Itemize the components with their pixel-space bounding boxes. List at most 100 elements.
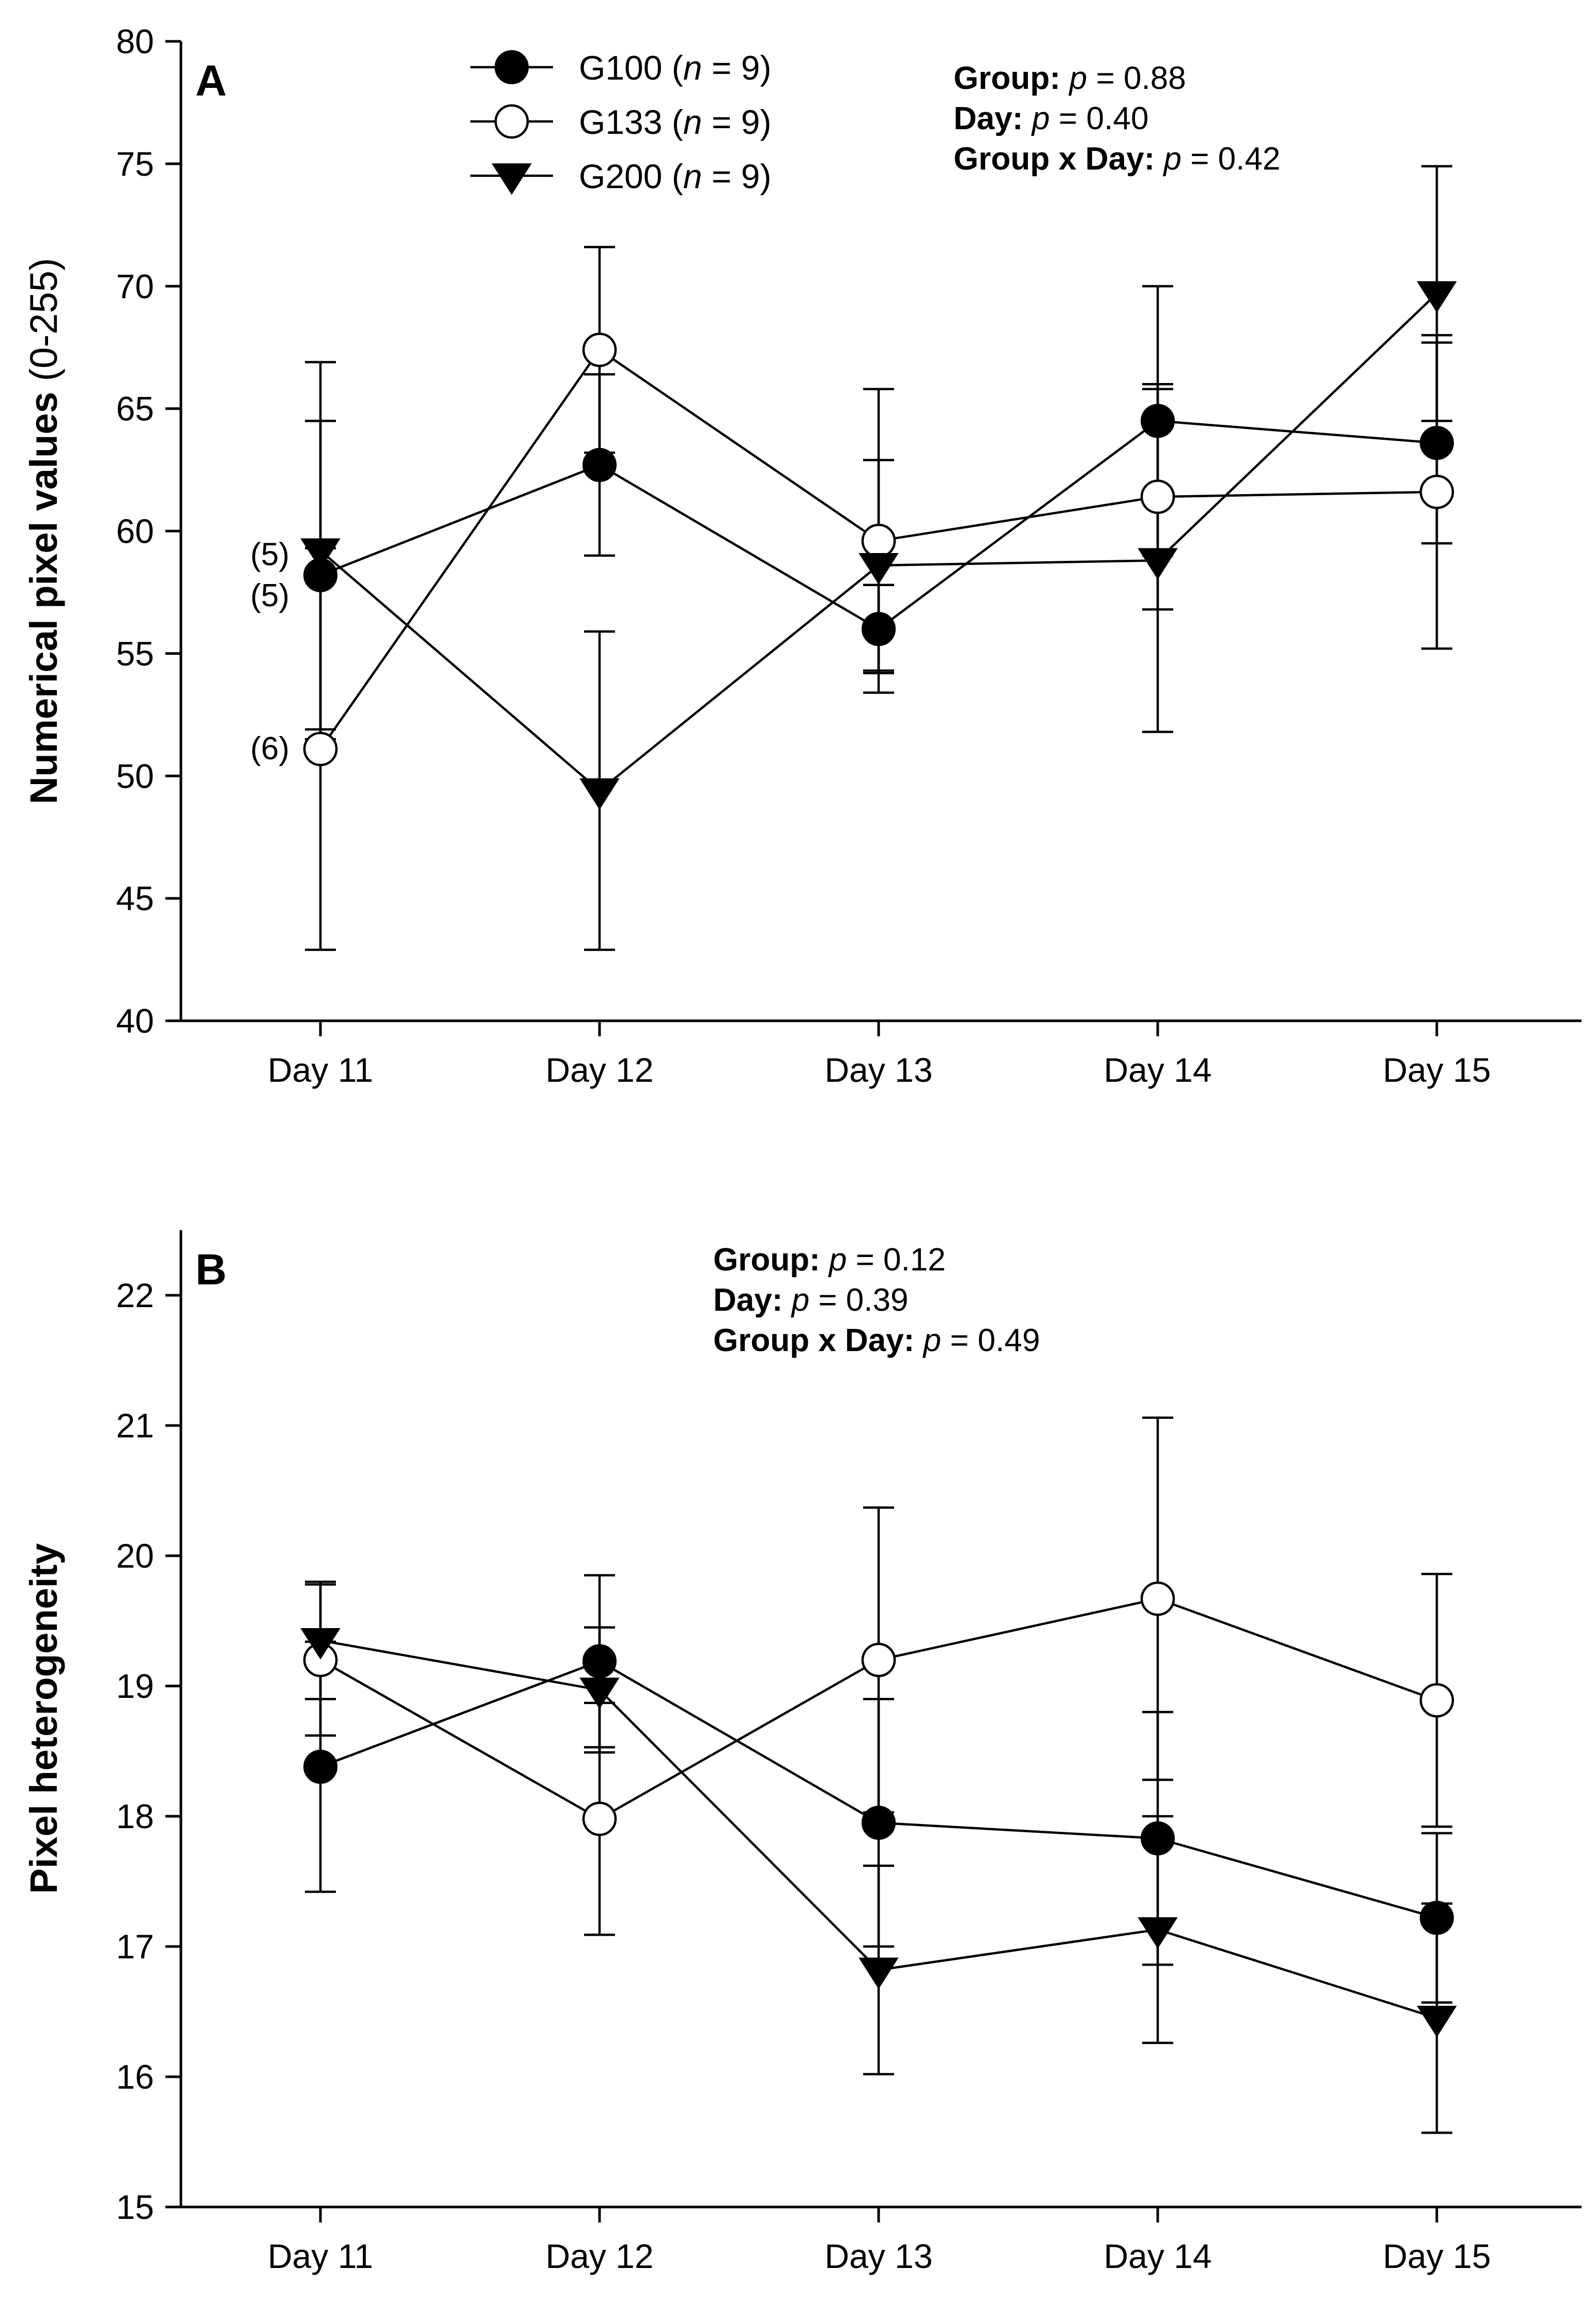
data-point-g133 bbox=[1140, 1581, 1175, 1616]
y-tick-label: 80 bbox=[116, 22, 154, 60]
legend-name: G100 bbox=[579, 49, 662, 87]
y-tick-label: 22 bbox=[116, 1276, 154, 1314]
y-tick-label: 60 bbox=[116, 512, 154, 550]
legend-marker-g200 bbox=[492, 163, 532, 195]
y-tick-label: 15 bbox=[116, 2188, 154, 2226]
legend-label: G100 (n = 9) bbox=[579, 49, 771, 87]
data-point-g200 bbox=[1138, 1917, 1178, 1949]
stats-label: Day: bbox=[713, 1282, 782, 1318]
stats-line: Day: p = 0.39 bbox=[713, 1282, 908, 1318]
data-point-g133 bbox=[1419, 1683, 1454, 1718]
legend-name: G200 bbox=[579, 157, 662, 195]
legend-count: = 9) bbox=[702, 49, 772, 87]
stats-value: = 0.88 bbox=[1087, 60, 1186, 96]
data-point-g133 bbox=[1419, 474, 1454, 509]
stats-space bbox=[1061, 60, 1069, 96]
y-tick-label: 55 bbox=[116, 634, 154, 672]
stats-label: Group x Day: bbox=[954, 141, 1155, 177]
sample-size-annotation: (5) bbox=[250, 578, 289, 614]
legend-paren: ( bbox=[662, 157, 683, 195]
data-point-g100 bbox=[1141, 404, 1175, 438]
stats-label: Group: bbox=[713, 1242, 820, 1278]
panel-letter: B bbox=[195, 1245, 227, 1294]
y-axis-label-main: Pixel heterogeneity bbox=[22, 1543, 65, 1894]
data-point-g100 bbox=[1420, 1900, 1454, 1935]
panel-letter: A bbox=[195, 56, 227, 105]
y-tick-label: 75 bbox=[116, 145, 154, 183]
legend-label: G133 (n = 9) bbox=[579, 103, 771, 141]
x-tick-label: Day 14 bbox=[1103, 2237, 1211, 2275]
data-point-g200 bbox=[300, 538, 341, 570]
stats-space bbox=[782, 1282, 791, 1318]
x-tick-label: Day 13 bbox=[824, 2237, 932, 2275]
data-point-g100 bbox=[1420, 425, 1454, 460]
y-axis-label: Numerical pixel values (0-255) bbox=[22, 258, 65, 804]
stats-line: Group x Day: p = 0.49 bbox=[713, 1323, 1040, 1358]
sample-size-annotation: (5) bbox=[250, 537, 289, 572]
data-point-g100 bbox=[582, 448, 617, 482]
legend-label: G200 (n = 9) bbox=[579, 157, 771, 195]
y-tick-label: 16 bbox=[116, 2058, 154, 2096]
y-axis-label-main: Numerical pixel values bbox=[22, 392, 65, 804]
legend-marker-g133 bbox=[494, 104, 529, 139]
data-point-g200 bbox=[858, 1957, 899, 1989]
stats-line: Day: p = 0.40 bbox=[954, 101, 1148, 136]
legend-n: n bbox=[683, 49, 702, 87]
y-tick-label: 50 bbox=[116, 757, 154, 795]
x-tick-label: Day 11 bbox=[268, 2237, 373, 2275]
data-point-g100 bbox=[582, 1644, 617, 1679]
stats-p: p bbox=[1031, 101, 1050, 136]
stats-label: Day: bbox=[954, 101, 1023, 136]
data-point-g200 bbox=[1417, 2005, 1457, 2037]
stats-line: Group: p = 0.12 bbox=[713, 1242, 946, 1278]
y-tick-label: 70 bbox=[116, 267, 154, 305]
data-point-g100 bbox=[303, 1750, 337, 1784]
legend-count: = 9) bbox=[702, 157, 772, 195]
stats-p: p bbox=[1068, 60, 1087, 96]
y-tick-label: 20 bbox=[116, 1537, 154, 1575]
data-point-g200 bbox=[300, 1628, 341, 1660]
data-point-g200 bbox=[858, 553, 899, 585]
data-point-g133 bbox=[582, 332, 617, 367]
legend-n: n bbox=[683, 103, 702, 141]
y-axis-label: Pixel heterogeneity bbox=[22, 1543, 65, 1894]
stats-line: Group x Day: p = 0.42 bbox=[954, 141, 1280, 177]
stats-space bbox=[1155, 141, 1163, 177]
panel-b: 15 16 17 18 19 20 21 22 Day 11 Day 12 Day 13 Day 14… bbox=[22, 1230, 1582, 2275]
y-tick-label: 17 bbox=[116, 1927, 154, 1966]
x-tick-label: Day 12 bbox=[545, 1051, 653, 1089]
stats-p: p bbox=[1163, 141, 1181, 177]
legend-count: = 9) bbox=[702, 103, 772, 141]
data-point-g100 bbox=[862, 612, 896, 646]
y-tick-label: 45 bbox=[116, 879, 154, 917]
data-point-g200 bbox=[1138, 548, 1178, 580]
data-point-g133 bbox=[861, 1643, 896, 1677]
stats-value: = 0.40 bbox=[1050, 101, 1148, 136]
y-axis-label-unit: (0-255) bbox=[22, 258, 65, 392]
y-tick-label: 65 bbox=[116, 390, 154, 428]
stats-space bbox=[820, 1242, 829, 1278]
x-tick-label: Day 15 bbox=[1383, 2237, 1491, 2275]
data-point-g100 bbox=[862, 1805, 896, 1840]
stats-value: = 0.39 bbox=[809, 1282, 908, 1318]
data-point-g200 bbox=[579, 778, 620, 810]
data-point-g133 bbox=[303, 731, 338, 767]
legend-n: n bbox=[683, 157, 702, 195]
x-tick-label: Day 15 bbox=[1383, 1051, 1491, 1089]
stats-value: = 0.12 bbox=[847, 1242, 945, 1278]
x-tick-label: Day 11 bbox=[268, 1051, 373, 1089]
sample-size-annotation: (6) bbox=[250, 731, 289, 767]
stats-p: p bbox=[828, 1242, 847, 1278]
y-tick-label: 40 bbox=[116, 1002, 154, 1040]
y-tick-label: 18 bbox=[116, 1797, 154, 1835]
legend-marker-g100 bbox=[495, 50, 529, 84]
stats-value: = 0.42 bbox=[1181, 141, 1280, 177]
stats-space bbox=[914, 1323, 923, 1358]
data-point-g100 bbox=[1141, 1821, 1175, 1856]
legend-paren: ( bbox=[662, 49, 683, 87]
stats-label: Group x Day: bbox=[713, 1323, 914, 1358]
x-tick-label: Day 14 bbox=[1103, 1051, 1211, 1089]
legend-name: G133 bbox=[579, 103, 662, 141]
data-point-g200 bbox=[579, 1677, 620, 1709]
